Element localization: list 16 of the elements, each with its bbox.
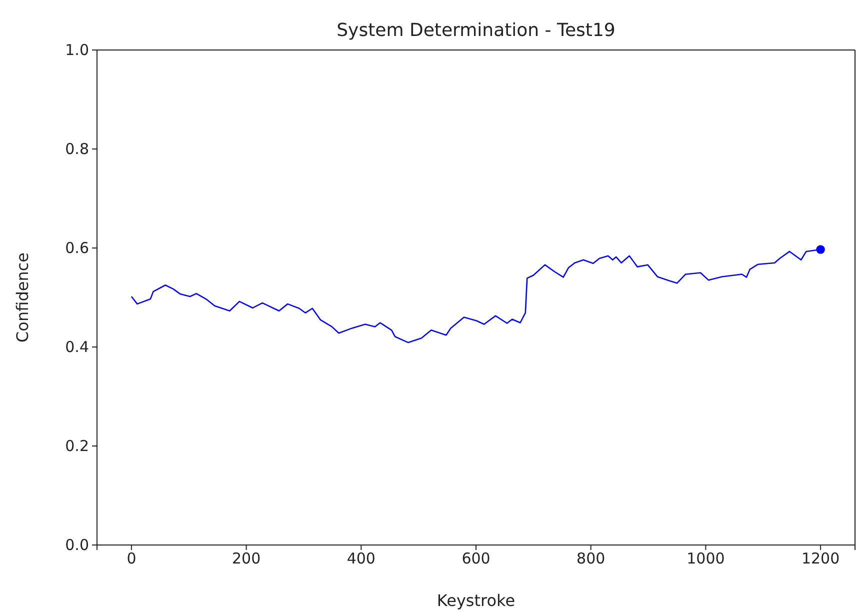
x-tick-label: 800 <box>576 550 606 568</box>
y-axis-title: Confidence <box>13 252 32 342</box>
x-axis-title: Keystroke <box>436 591 516 610</box>
x-tick-label: 200 <box>232 550 261 568</box>
x-tick-label: 0 <box>126 550 136 568</box>
x-tick-label: 1000 <box>686 550 725 568</box>
x-tick-label: 1200 <box>801 550 840 568</box>
x-tick-label: 400 <box>346 550 376 568</box>
y-tick-label: 0.4 <box>65 338 89 356</box>
y-tick-label: 0.8 <box>65 140 89 158</box>
y-tick-label: 0.0 <box>65 536 89 554</box>
y-tick-label: 0.2 <box>65 436 89 455</box>
y-tick-label: 0.6 <box>65 238 89 257</box>
x-tick-label: 600 <box>462 550 490 568</box>
chart-title: System Determination - Test19 <box>336 20 616 41</box>
y-tick-label: 1.0 <box>65 40 89 59</box>
